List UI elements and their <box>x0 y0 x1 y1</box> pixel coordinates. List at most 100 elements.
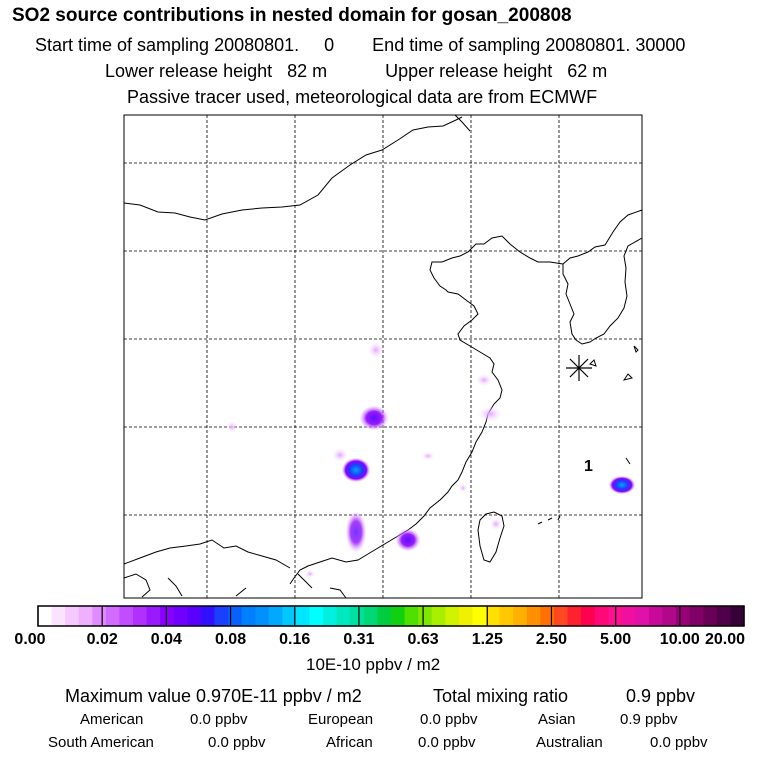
colorbar-swatch <box>716 606 731 626</box>
colorbar-swatch <box>38 606 53 626</box>
colorbar-swatch <box>445 606 460 626</box>
region-value: 0.9 ppbv <box>620 711 678 728</box>
plume-patch <box>476 374 492 386</box>
colorbar-swatch <box>309 606 324 626</box>
colorbar-swatch <box>689 606 704 626</box>
release-heights: Lower release height 82 m Upper release h… <box>105 61 607 82</box>
colorbar-tick-label: 0.16 <box>279 631 311 648</box>
colorbar-swatch <box>78 606 93 626</box>
region-name: Asian <box>538 711 576 728</box>
colorbar-swatch <box>486 606 501 626</box>
end-time-label: End time of sampling 20080801. 30000 <box>372 35 686 55</box>
colorbar-swatch <box>160 606 175 626</box>
colorbar-swatch <box>391 606 406 626</box>
colorbar-tick-label: 0.08 <box>214 631 247 648</box>
colorbar-tick-label: 0.00 <box>14 631 46 648</box>
plume-patch <box>609 476 635 494</box>
colorbar-swatch <box>268 606 283 626</box>
tracer-note: Passive tracer used, meteorological data… <box>127 87 598 107</box>
colorbar-tick-label: 2.50 <box>535 631 568 648</box>
colorbar-swatch <box>119 606 134 626</box>
colorbar-tick-label: 0.02 <box>86 631 118 648</box>
colorbar <box>37 605 745 627</box>
colorbar-swatch <box>526 606 541 626</box>
plume-patch <box>227 421 237 433</box>
colorbar-swatch <box>621 606 636 626</box>
colorbar-swatch <box>363 606 378 626</box>
region-value: 0.0 ppbv <box>190 711 248 728</box>
colorbar-swatch <box>214 606 229 626</box>
colorbar-tick-label: 10.00 <box>659 631 700 648</box>
colorbar-swatch <box>553 606 568 626</box>
colorbar-swatch <box>228 606 243 626</box>
plume-patch <box>490 518 502 530</box>
colorbar-swatch <box>662 606 677 626</box>
colorbar-swatch <box>431 606 446 626</box>
colorbar-swatch <box>703 606 718 626</box>
start-time-label: Start time of sampling 20080801. 0 <box>35 35 335 55</box>
colorbar-tick-label: 5.00 <box>600 631 632 648</box>
colorbar-swatch <box>350 606 365 626</box>
colorbar-tick-label: 0.31 <box>343 631 375 648</box>
region-name: Australian <box>536 734 603 751</box>
plume-patch <box>368 342 384 358</box>
total-mixing-value: 0.9 ppbv <box>626 686 696 706</box>
colorbar-swatch <box>105 606 120 626</box>
region-name: South American <box>48 734 154 751</box>
plume-patch <box>478 406 502 422</box>
plot-title: SO2 source contributions in nested domai… <box>12 5 572 26</box>
colorbar-swatch <box>581 606 596 626</box>
colorbar-swatch <box>173 606 188 626</box>
plume-patch <box>342 458 370 482</box>
colorbar-swatch <box>295 606 311 626</box>
colorbar-swatch <box>323 606 338 626</box>
colorbar-swatch <box>513 606 528 626</box>
colorbar-tick-label: 20.00 <box>704 631 746 648</box>
colorbar-swatch <box>676 606 691 626</box>
colorbar-swatch <box>51 606 66 626</box>
colorbar-swatch <box>336 606 351 626</box>
colorbar-swatch <box>499 606 514 626</box>
plume-patch <box>396 529 420 551</box>
region-value: 0.0 ppbv <box>418 734 476 751</box>
colorbar-swatch <box>65 606 80 626</box>
release-number-label: 1 <box>584 458 593 475</box>
colorbar-tick-label: 0.63 <box>407 631 439 648</box>
upper-height-label: Upper release height 62 m <box>385 61 608 81</box>
colorbar-swatch <box>635 606 650 626</box>
colorbar-swatch <box>458 606 473 626</box>
plume-patch <box>332 448 348 462</box>
colorbar-swatch <box>282 606 297 626</box>
maximum-value: Maximum value 0.970E-11 ppbv / m2 <box>65 686 362 706</box>
coastlines <box>123 114 643 599</box>
colorbar-units: 10E-10 ppbv / m2 <box>306 655 441 674</box>
plume-patch <box>360 406 388 430</box>
colorbar-swatch <box>567 606 582 626</box>
concentration-field <box>227 342 635 578</box>
lat-lon-grid <box>124 115 642 598</box>
lower-height-label: Lower release height 82 m <box>105 61 328 81</box>
colorbar-swatch <box>187 606 202 626</box>
colorbar-swatch <box>540 606 555 626</box>
sampling-times: Start time of sampling 20080801. 0 End ti… <box>35 35 685 56</box>
colorbar-swatch <box>255 606 270 626</box>
colorbar-swatch <box>404 606 419 626</box>
region-value: 0.0 ppbv <box>208 734 266 751</box>
colorbar-swatch <box>377 606 392 626</box>
colorbar-swatch <box>418 606 433 626</box>
receptor-marker <box>566 355 592 381</box>
plume-patch <box>422 452 434 460</box>
region-value: 0.0 ppbv <box>420 711 478 728</box>
colorbar-tick-label: 1.25 <box>471 631 503 648</box>
region-name: African <box>326 734 373 751</box>
colorbar-swatch <box>594 606 609 626</box>
plume-patch <box>459 484 467 492</box>
region-value: 0.0 ppbv <box>650 734 708 751</box>
colorbar-swatch <box>200 606 215 626</box>
colorbar-swatch <box>730 606 745 626</box>
region-name: American <box>80 711 144 728</box>
plume-patch <box>346 512 366 552</box>
region-name: European <box>308 711 374 728</box>
colorbar-swatch <box>648 606 664 626</box>
